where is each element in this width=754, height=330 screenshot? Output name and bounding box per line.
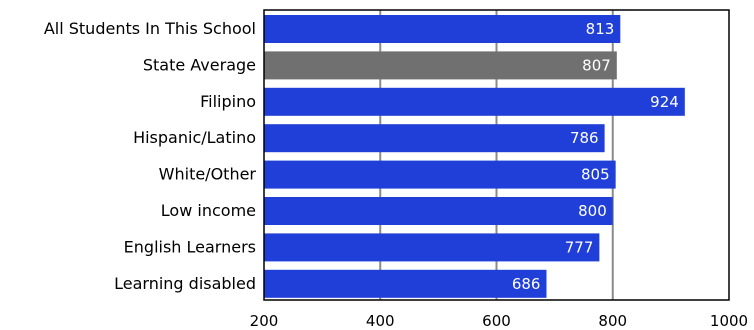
category-label-state-average: State Average (143, 55, 256, 74)
value-label-state-average: 807 (582, 56, 611, 74)
value-label-hispanic-latino: 786 (570, 129, 599, 147)
bar-white-other (264, 160, 616, 189)
category-labels: All Students In This School State Average… (44, 19, 257, 293)
value-label-filipino: 924 (650, 93, 679, 111)
x-tick-labels: 200 400 600 800 1000 (250, 312, 748, 330)
value-label-english-learners: 777 (565, 238, 594, 256)
x-tick-label-400: 400 (366, 312, 395, 330)
category-label-hispanic-latino: Hispanic/Latino (133, 128, 256, 147)
value-label-low-income: 800 (578, 202, 607, 220)
bar-learning-disabled (264, 269, 547, 298)
category-label-white-other: White/Other (159, 165, 257, 184)
value-label-all-students-in-this-school: 813 (586, 20, 615, 38)
x-tick-label-1000: 1000 (710, 312, 748, 330)
category-label-learning-disabled: Learning disabled (114, 274, 256, 293)
bar-english-learners (264, 233, 600, 262)
bar-state-average (264, 51, 617, 80)
bar-filipino (264, 87, 685, 116)
category-label-filipino: Filipino (200, 92, 256, 111)
value-label-learning-disabled: 686 (512, 275, 541, 293)
category-label-low-income: Low income (161, 201, 256, 220)
category-label-english-learners: English Learners (124, 237, 256, 256)
x-tick-label-200: 200 (250, 312, 279, 330)
plot-border (263, 9, 730, 301)
plot-frame (263, 9, 730, 301)
bar-low-income (264, 197, 613, 225)
category-label-all-students-in-this-school: All Students In This School (44, 19, 256, 38)
x-tick-label-800: 800 (598, 312, 627, 330)
value-labels: 813 807 924 786 805 800 777 686 (512, 20, 679, 293)
value-label-white-other: 805 (581, 166, 610, 184)
bar-all-students-in-this-school (264, 15, 621, 43)
bar-hispanic-latino (264, 124, 605, 153)
x-tick-label-600: 600 (482, 312, 511, 330)
bars (264, 15, 685, 298)
